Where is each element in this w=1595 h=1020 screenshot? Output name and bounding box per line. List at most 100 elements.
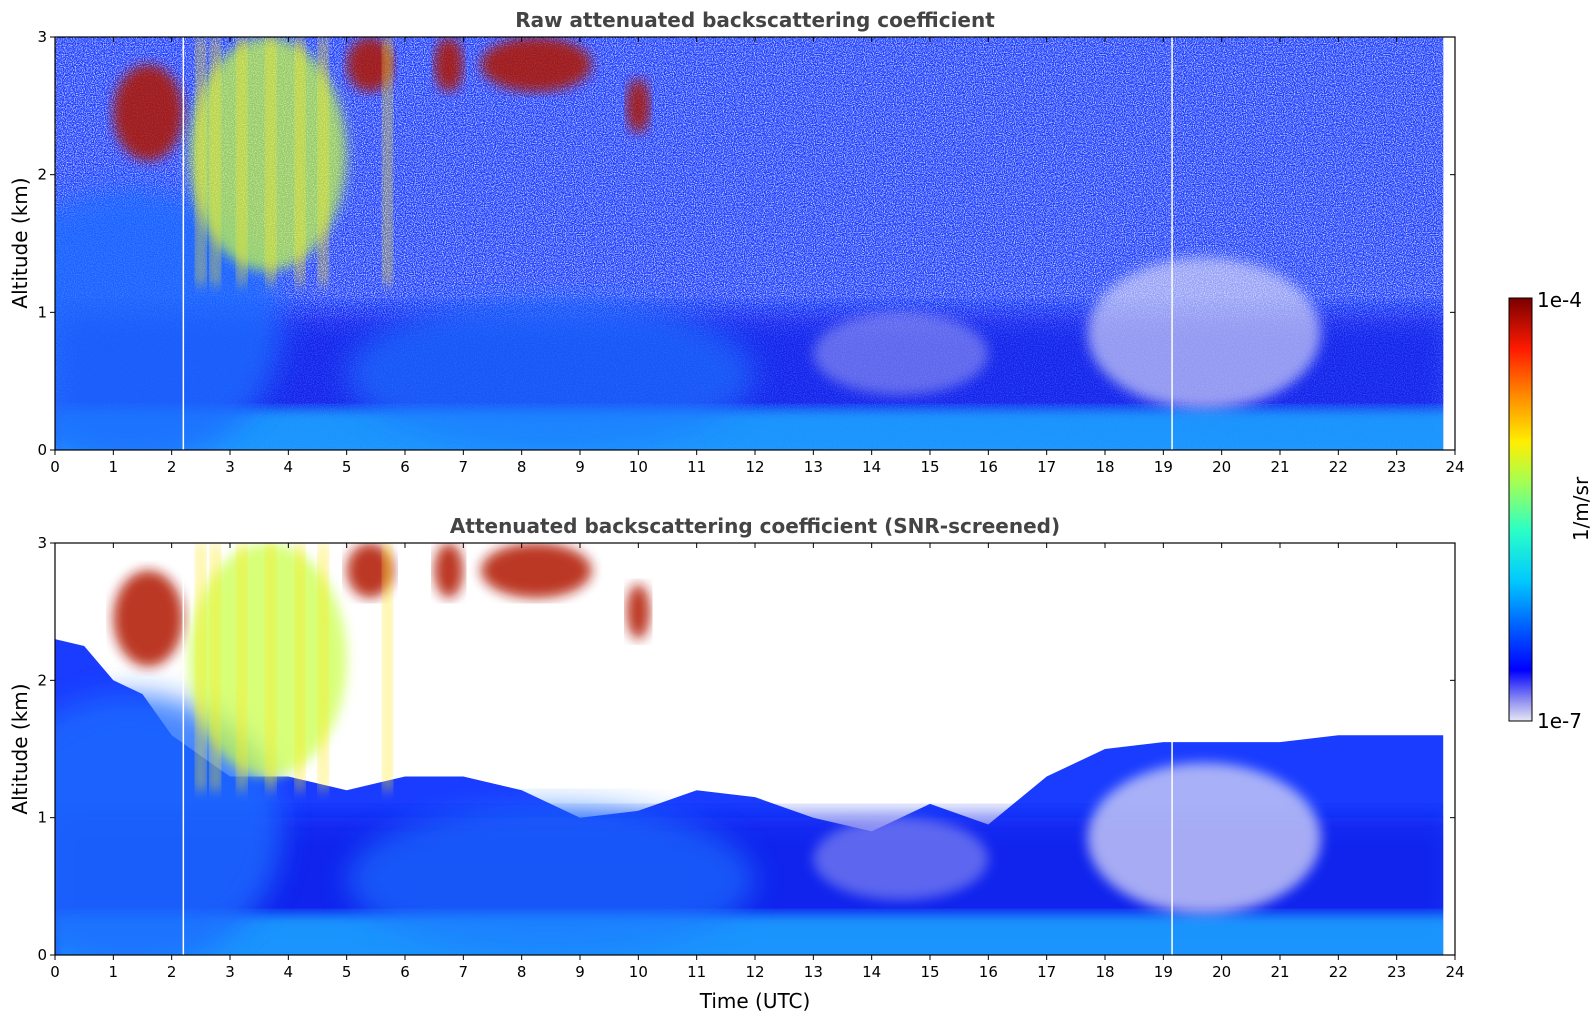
x-tick-label: 7 xyxy=(459,963,469,981)
x-tick-label: 8 xyxy=(517,963,527,981)
chart-title-raw: Raw attenuated backscattering coefficien… xyxy=(515,8,995,32)
y-axis-label-raw: Altitude (km) xyxy=(8,177,32,308)
y-axis-label-screened: Altitude (km) xyxy=(8,683,32,814)
cloud-feature xyxy=(434,543,464,598)
x-tick-label: 1 xyxy=(109,458,119,476)
x-tick-label: 24 xyxy=(1445,458,1464,476)
x-tick-label: 15 xyxy=(920,963,939,981)
cloud-feature xyxy=(346,37,394,92)
y-tick-label: 0 xyxy=(37,441,47,459)
x-tick-label: 17 xyxy=(1037,458,1056,476)
x-tick-label: 14 xyxy=(862,458,881,476)
x-tick-label: 1 xyxy=(109,963,119,981)
x-tick-label: 4 xyxy=(284,963,294,981)
x-tick-label: 5 xyxy=(342,458,352,476)
x-tick-label: 6 xyxy=(400,963,410,981)
x-tick-label: 23 xyxy=(1387,458,1406,476)
precip-streak xyxy=(265,543,276,791)
end-of-record xyxy=(1443,543,1455,955)
y-tick-label: 0 xyxy=(37,946,47,964)
surface-layer xyxy=(55,408,1455,450)
x-tick-label: 5 xyxy=(342,963,352,981)
x-tick-label: 23 xyxy=(1387,963,1406,981)
cloud-feature xyxy=(434,37,464,92)
x-tick-label: 10 xyxy=(629,458,648,476)
x-tick-label: 11 xyxy=(687,458,706,476)
x-tick-label: 20 xyxy=(1212,963,1231,981)
cloud-feature xyxy=(113,64,184,161)
y-tick-label: 2 xyxy=(37,671,47,689)
x-tick-label: 0 xyxy=(50,963,60,981)
x-tick-label: 16 xyxy=(979,458,998,476)
x-tick-label: 18 xyxy=(1095,458,1114,476)
x-axis-label: Time (UTC) xyxy=(699,989,811,1013)
x-tick-label: 2 xyxy=(167,963,177,981)
panel-raw: 0 1 2 3 4 5 6 7 8 9 10 11 12 13 14 15 16 17 18 19 20 21 22 23 24… xyxy=(37,28,1464,476)
end-of-record xyxy=(1443,37,1455,450)
midday-aerosol xyxy=(346,298,755,450)
x-tick-label: 18 xyxy=(1095,963,1114,981)
cloud-feature xyxy=(626,584,650,640)
x-tick-label: 10 xyxy=(629,963,648,981)
x-tick-label: 3 xyxy=(225,458,235,476)
colorbar-unit-label: 1/m/sr xyxy=(1569,476,1593,541)
x-tick-label: 15 xyxy=(920,458,939,476)
x-tick-label: 6 xyxy=(400,458,410,476)
precip-streak xyxy=(382,37,393,285)
x-tick-label: 21 xyxy=(1270,458,1289,476)
precip-streak xyxy=(210,543,221,791)
x-tick-label: 11 xyxy=(687,963,706,981)
x-tick-label: 9 xyxy=(575,963,585,981)
x-tick-label: 13 xyxy=(804,458,823,476)
morning-aerosol xyxy=(55,694,283,955)
y-tick-label: 3 xyxy=(37,28,47,46)
morning-aerosol xyxy=(55,188,283,450)
x-tick-label: 7 xyxy=(459,458,469,476)
cloud-feature xyxy=(626,78,650,134)
colorbar: 1e-4 1e-7 1/m/sr xyxy=(1508,288,1593,733)
afternoon-low-signal-2 xyxy=(813,312,989,395)
precip-streak xyxy=(295,37,305,285)
y-tick-label: 1 xyxy=(37,303,47,321)
x-tick-label: 9 xyxy=(575,458,585,476)
x-tick-label: 16 xyxy=(979,963,998,981)
x-tick-label: 17 xyxy=(1037,963,1056,981)
colorbar-min-label: 1e-7 xyxy=(1537,709,1582,733)
precip-streak xyxy=(295,543,305,791)
x-tick-label: 12 xyxy=(745,458,764,476)
afternoon-low-signal-2 xyxy=(813,817,989,901)
x-tick-label: 14 xyxy=(862,963,881,981)
precip-streak xyxy=(195,543,206,791)
cloud-feature xyxy=(346,543,394,598)
precip-streak xyxy=(236,543,247,791)
y-tick-label: 1 xyxy=(37,809,47,827)
x-tick-label: 0 xyxy=(50,458,60,476)
precip-streak xyxy=(382,543,393,791)
precip-streak xyxy=(265,37,276,285)
x-tick-label: 8 xyxy=(517,458,527,476)
surface-layer xyxy=(55,913,1455,955)
precip-streak xyxy=(318,37,329,285)
x-tick-label: 21 xyxy=(1270,963,1289,981)
colorbar-scale xyxy=(1508,297,1533,722)
x-tick-label: 2 xyxy=(167,458,177,476)
x-tick-label: 12 xyxy=(745,963,764,981)
cloud-feature xyxy=(113,570,184,667)
colorbar-max-label: 1e-4 xyxy=(1537,288,1582,312)
x-tick-label: 19 xyxy=(1154,963,1173,981)
precip-streak xyxy=(210,37,221,285)
x-tick-label: 24 xyxy=(1445,963,1464,981)
y-tick-label: 3 xyxy=(37,534,47,552)
afternoon-low-signal xyxy=(1087,762,1321,914)
cloud-feature xyxy=(480,37,592,92)
backscatter-field xyxy=(55,37,1455,450)
x-tick-label: 22 xyxy=(1329,963,1348,981)
midday-aerosol xyxy=(346,803,755,955)
precip-streak xyxy=(318,543,329,791)
x-tick-label: 22 xyxy=(1329,458,1348,476)
x-tick-label: 3 xyxy=(225,963,235,981)
x-tick-label: 13 xyxy=(804,963,823,981)
backscatter-field xyxy=(55,543,1455,955)
y-tick-label: 2 xyxy=(37,166,47,184)
